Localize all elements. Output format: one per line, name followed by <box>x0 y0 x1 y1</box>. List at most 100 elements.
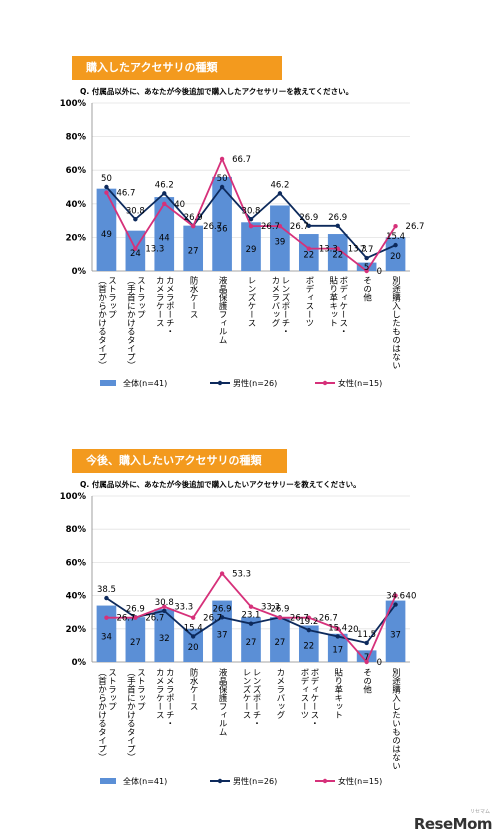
male-value-label: 15.4 <box>184 623 203 633</box>
chart-title-banner: 購入したアクセサリの種類 <box>72 56 282 80</box>
legend-swatch <box>100 380 116 386</box>
bar-value-label: 44 <box>159 234 170 244</box>
category-label-text: カメラケース <box>154 668 164 719</box>
female-point <box>162 201 167 206</box>
category-label: カメラポーチ・カメラケース <box>154 668 174 728</box>
bar-value-label: 20 <box>390 252 401 262</box>
male-value-label: 19.2 <box>299 617 318 627</box>
y-tick-label: 100% <box>60 492 87 502</box>
bar <box>125 617 146 662</box>
male-point <box>162 191 167 196</box>
female-value-label: 66.7 <box>232 155 251 165</box>
watermark-logo: ReseMom <box>413 815 493 833</box>
bar-value-label: 27 <box>246 638 257 648</box>
category-label: カメラバッグ <box>275 668 285 719</box>
y-tick-label: 20% <box>66 625 87 635</box>
female-value-label: 53.3 <box>232 570 251 580</box>
female-value-label: 13.3 <box>348 245 367 255</box>
chart-question: Q. 付属品以外に、あなたが今後追加で購入したアクセサリーを教えてください。 <box>80 87 354 96</box>
legend-marker <box>322 380 328 386</box>
category-label-text: ストラップ <box>106 668 116 711</box>
legend-marker <box>322 778 328 784</box>
male-value-label: 26.9 <box>213 604 232 614</box>
category-label-text: レンズポーチ・ <box>280 276 290 336</box>
female-point <box>306 246 312 251</box>
male-point <box>248 621 254 626</box>
bar <box>356 262 377 271</box>
male-point <box>364 640 369 646</box>
bar-value-label: 34 <box>101 633 112 643</box>
bar-value-label: 37 <box>217 630 228 640</box>
category-label: レンズポーチ・カメラバッグ <box>270 276 290 336</box>
bar-value-label: 22 <box>303 250 314 260</box>
category-label-text: カメラケース <box>154 276 164 327</box>
category-label-text: （首からかけるタイプ） <box>96 668 106 762</box>
female-value-label: 40 <box>406 592 417 602</box>
legend: 全体(n=41) 男性(n=26) 女性(n=15) <box>100 378 382 388</box>
bar <box>270 205 290 271</box>
category-label-text: カメラポーチ・ <box>164 276 174 336</box>
female-point <box>190 615 196 620</box>
category-label-text: （手首にかけるタイプ） <box>125 668 135 762</box>
category-label-text: カメラバッグ <box>270 276 280 327</box>
female-point <box>104 190 109 195</box>
y-tick-label: 0% <box>72 658 87 668</box>
category-label-text: 別途購入したものはない <box>391 276 401 370</box>
bar-value-label: 17 <box>332 645 343 655</box>
female-value-label: 26.7 <box>203 222 222 232</box>
bar <box>327 633 348 662</box>
y-tick-label: 0% <box>72 267 87 277</box>
category-label: ストラップ（首からかけるタイプ） <box>96 668 116 762</box>
y-tick-label: 40% <box>66 200 87 210</box>
category-label: その他 <box>362 668 372 694</box>
female-point <box>248 604 254 609</box>
legend-label: 男性(n=26) <box>233 378 277 388</box>
male-value-label: 50 <box>101 174 112 184</box>
category-label: 液晶保護フィルム <box>217 667 227 736</box>
category-label-text: レンズポーチ・ <box>251 668 261 728</box>
category-label: ボディケース・貼り革キット <box>328 275 348 335</box>
male-point <box>393 602 398 607</box>
legend-marker <box>217 380 223 386</box>
female-value-label: 26.7 <box>116 614 135 624</box>
female-point <box>335 246 340 251</box>
female-value-label: 26.7 <box>261 222 280 232</box>
bar-value-label: 20 <box>188 643 199 653</box>
male-value-label: 11.5 <box>357 630 376 640</box>
bar-value-label: 5 <box>364 263 369 273</box>
category-label-text: カメラバッグ <box>275 668 285 719</box>
male-value-label: 7.7 <box>360 245 374 255</box>
female-value-label: 13.3 <box>319 245 338 255</box>
y-tick-label: 80% <box>66 133 87 143</box>
legend-swatch <box>100 778 116 784</box>
bar-value-label: 22 <box>332 250 343 260</box>
bar <box>327 234 348 271</box>
category-label: 防水ケース <box>188 667 198 710</box>
male-value-label: 26.9 <box>126 604 145 614</box>
category-label: カメラポーチ・カメラケース <box>154 276 174 336</box>
category-label: レンズケース <box>246 276 256 327</box>
male-value-label: 50 <box>217 174 228 184</box>
male-value-label: 26.9 <box>328 213 347 223</box>
bar <box>154 608 175 662</box>
male-value-label: 30.8 <box>155 598 174 608</box>
category-label: 防水ケース <box>188 275 198 318</box>
male-point <box>393 242 398 248</box>
male-point <box>162 608 167 614</box>
legend-label: 全体(n=41) <box>123 378 167 388</box>
female-value-label: 26.7 <box>319 614 338 624</box>
chart-1-svg: 0% 20% 40% 60% 80% 100% 49 24 44 27 56 29 39 22 22 5 20 5… <box>60 99 425 388</box>
female-point <box>133 615 138 620</box>
category-label: ストラップ（首からかけるタイプ） <box>96 276 116 370</box>
bar <box>270 617 290 662</box>
male-point <box>364 255 369 261</box>
chart-question: Q. 付属品以外に、あなたが今後追加で購入したいアクセサリーを教えてください。 <box>80 480 361 489</box>
male-point <box>219 184 225 190</box>
bar <box>241 222 261 271</box>
female-point <box>277 615 283 620</box>
bar <box>356 650 377 662</box>
male-point <box>277 191 283 196</box>
female-value-label: 26.7 <box>145 614 164 624</box>
bar <box>298 625 319 662</box>
